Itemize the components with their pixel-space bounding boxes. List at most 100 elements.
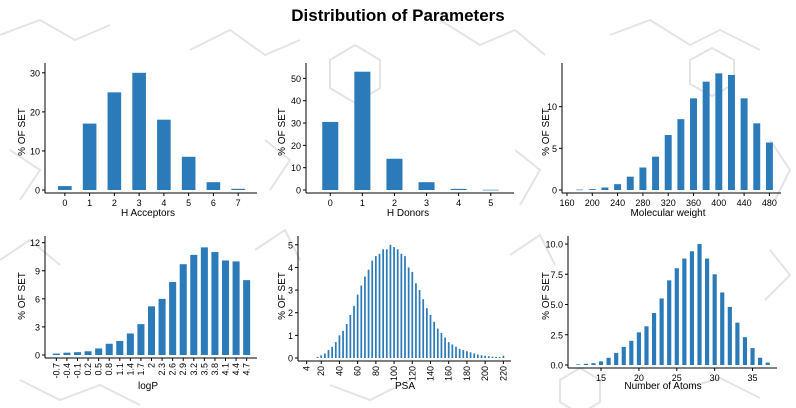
y-tick-label: 30 [291, 119, 301, 129]
x-tick-label: 220 [498, 366, 508, 381]
x-axis-label: logP [138, 381, 158, 392]
bar [651, 312, 657, 365]
bar [740, 98, 748, 190]
bar [400, 253, 403, 358]
bar [727, 75, 735, 190]
x-tick-label: 360 [686, 198, 701, 208]
bar [697, 244, 702, 365]
x-tick-label: 25 [672, 373, 682, 383]
bar [378, 253, 381, 358]
bar [126, 333, 134, 355]
y-tick-label: 4 [288, 263, 293, 273]
bar [614, 352, 619, 365]
x-tick-label: 30 [710, 373, 720, 383]
bar [626, 176, 634, 190]
x-tick-label: 240 [610, 198, 625, 208]
bar [674, 268, 679, 365]
bar [690, 98, 697, 190]
bar [482, 189, 499, 191]
bar [422, 299, 425, 358]
bar [371, 260, 374, 358]
y-tick-label: 5 [552, 144, 557, 154]
bar [231, 188, 245, 190]
x-tick-label: 200 [585, 198, 600, 208]
y-tick-label: 0 [296, 186, 301, 196]
bar [52, 353, 60, 355]
bar [576, 189, 584, 191]
bar [415, 283, 417, 358]
bar [652, 156, 660, 190]
bar [491, 356, 494, 358]
x-tick-label: 35 [748, 373, 758, 383]
x-tick-label: 5 [186, 198, 191, 208]
bar [664, 135, 672, 190]
y-tick-label: 20 [30, 107, 40, 117]
bar [636, 332, 641, 365]
chart-h-acceptors: 0 10 20 30 0 1 2 3 4 5 6 7 H Acceptors % OF SET [17, 63, 257, 219]
x-tick-label: 440 [737, 198, 752, 208]
x-axis-label: Molecular weight [630, 208, 705, 219]
x-tick-label: 4.1 [221, 363, 231, 376]
x-tick-label: 160 [444, 366, 454, 381]
bar [73, 352, 82, 355]
x-tick-label: 200 [480, 366, 490, 381]
x-tick-label: 3.2 [189, 363, 199, 376]
bar [425, 308, 428, 358]
y-tick-label: 3 [288, 286, 293, 296]
x-tick-label: -0.1 [72, 363, 82, 379]
x-tick-label: 1 [87, 198, 92, 208]
bar [451, 344, 454, 358]
y-tick-label: 6 [35, 294, 40, 304]
x-tick-label: 1.1 [115, 363, 125, 376]
bar [469, 352, 472, 358]
x-tick-label: 280 [635, 198, 650, 208]
bar [63, 352, 71, 355]
bar [753, 123, 761, 190]
plot-area: 0 10 20 30 0 1 2 3 4 5 6 7 [30, 63, 257, 208]
bar [583, 363, 588, 365]
bar [345, 324, 348, 358]
bar [735, 322, 740, 365]
y-tick-label: 7.5 [550, 270, 563, 280]
x-tick-label: 0.8 [104, 363, 114, 376]
x-tick-label: 20 [634, 373, 644, 383]
x-tick-label: 7 [236, 198, 241, 208]
x-tick-label: 100 [389, 366, 399, 381]
bar [621, 346, 626, 365]
x-tick-label: 0 [62, 198, 67, 208]
x-tick-label: 4.7 [242, 363, 252, 376]
bar [386, 158, 403, 190]
x-tick-label: 2.6 [168, 363, 178, 376]
bar [181, 156, 196, 190]
bar [316, 356, 319, 358]
x-tick-label: 1 [360, 198, 365, 208]
plot-area: 0 3 6 9 12 -0.7 -0.4 -0.1 0.2 0.5 0.8 1.1 1.4 1.7 2 2.3… [30, 236, 257, 379]
x-tick-label: 2 [147, 363, 157, 368]
bar [495, 356, 497, 358]
x-tick-label: -0.4 [62, 363, 72, 379]
bar [712, 274, 717, 365]
x-tick-label: 2 [392, 198, 397, 208]
bar [331, 346, 334, 358]
bar [659, 298, 664, 365]
x-axis-label: H Donors [387, 208, 429, 219]
x-tick-label: 0.5 [94, 363, 104, 376]
chart-h-donors: 0 10 20 30 40 50 0 1 2 3 4 5 H Donors % OF SET [277, 63, 514, 219]
chart-molecular-weight: 0 5 10 160 200 240 280 320 360 400 440 480 Molecula… [541, 63, 781, 219]
y-tick-label: 5 [288, 240, 293, 250]
y-tick-label: 30 [30, 68, 40, 78]
bar [765, 142, 773, 190]
bar [444, 337, 446, 358]
y-axis-label: % OF SET [277, 272, 288, 320]
y-axis-label: % OF SET [277, 108, 288, 156]
x-tick-label: 2.3 [157, 363, 167, 376]
bar [601, 187, 609, 190]
x-tick-label: 3 [137, 198, 142, 208]
bar [450, 188, 467, 190]
bar [58, 186, 72, 190]
bar [393, 247, 395, 358]
bar [742, 337, 748, 365]
x-tick-label: 160 [559, 198, 574, 208]
y-tick-label: 9 [35, 266, 40, 276]
bar [367, 269, 370, 358]
